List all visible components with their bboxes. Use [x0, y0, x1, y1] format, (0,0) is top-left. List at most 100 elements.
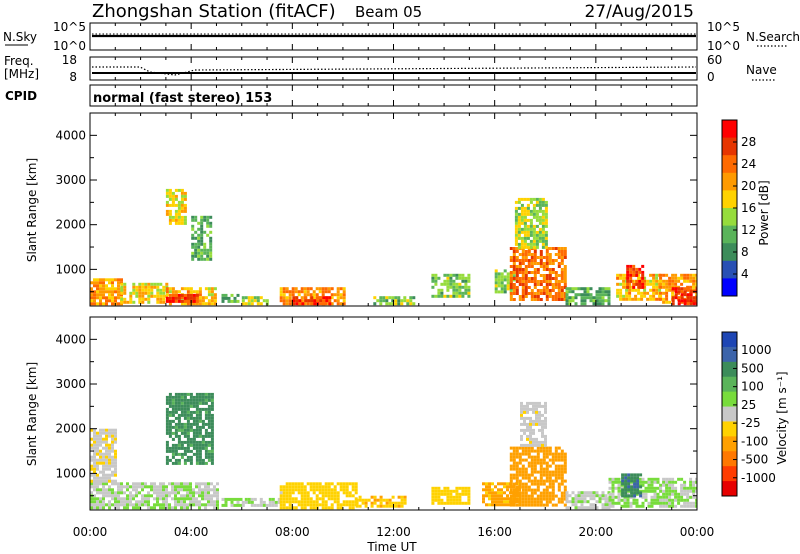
velocity-cell-11	[565, 494, 569, 498]
power-cell-14	[538, 230, 542, 234]
power-cell-15	[595, 302, 599, 306]
velocity-cell-13	[627, 485, 631, 489]
power-cell-18	[677, 276, 681, 280]
velocity-cell-0	[111, 497, 114, 501]
velocity-cell-10	[538, 416, 541, 420]
velocity-cell-13	[636, 479, 640, 483]
velocity-cell-1	[114, 479, 117, 483]
power-cell-5	[191, 215, 195, 219]
velocity-cell-2	[210, 398, 214, 402]
power-cell-5	[200, 254, 204, 258]
power-cell-14	[517, 233, 521, 237]
power-cell-13	[536, 289, 540, 292]
power-cell-14	[541, 221, 545, 225]
velocity-cell-6	[355, 504, 359, 508]
velocity-cell-2	[165, 431, 169, 435]
velocity-cell-13	[633, 476, 637, 480]
velocity-cell-1	[108, 434, 111, 438]
power-colorbar-swatch-1	[722, 137, 737, 156]
velocity-cell-0	[198, 506, 201, 510]
power-cell-13	[539, 259, 543, 262]
power-cell-0	[117, 296, 120, 300]
velocity-cell-1	[93, 428, 96, 432]
power-cell-5	[197, 236, 201, 240]
velocity-cell-11	[604, 506, 608, 510]
velocity-cell-8	[500, 494, 503, 498]
velocity-cell-2	[165, 401, 169, 405]
velocity-cell-11	[574, 497, 578, 501]
power-cell-2	[168, 290, 172, 294]
velocity-cell-0	[171, 482, 174, 486]
power-cell-16	[634, 294, 638, 298]
power-cell-5	[200, 242, 204, 246]
velocity-cell-0	[135, 485, 138, 489]
velocity-cell-9	[542, 452, 546, 456]
velocity-cell-5	[321, 491, 325, 495]
velocity-cell-9	[509, 452, 513, 456]
velocity-cell-9	[533, 464, 537, 468]
velocity-cell-0	[207, 488, 210, 492]
power-cell-4	[168, 191, 172, 195]
power-cell-14	[538, 200, 542, 204]
power-cell-15	[595, 299, 599, 303]
power-cell-11	[443, 282, 447, 286]
velocity-cell-9	[515, 485, 519, 489]
velocity-cell-2	[165, 443, 169, 447]
power-colorbar-tick-label: 16	[741, 201, 756, 215]
power-cell-19	[680, 299, 684, 303]
velocity-cell-2	[168, 401, 172, 405]
power-cell-1	[144, 282, 148, 286]
power-cell-0	[105, 299, 108, 303]
velocity-cell-8	[494, 491, 497, 495]
power-cell-11	[431, 285, 435, 289]
velocity-colorbar-swatch-3	[722, 376, 737, 393]
velocity-cell-5	[348, 506, 352, 510]
power-cell-11	[455, 282, 459, 286]
power-cell-14	[529, 209, 533, 213]
velocity-cell-2	[198, 419, 202, 423]
power-cell-4	[183, 197, 187, 201]
velocity-cell-2	[207, 449, 211, 453]
velocity-cell-6	[367, 498, 371, 502]
velocity-cell-10	[532, 443, 535, 447]
velocity-cell-11	[601, 497, 605, 501]
velocity-cell-9	[545, 446, 549, 450]
velocity-cell-2	[207, 413, 211, 417]
velocity-cell-5	[282, 488, 286, 492]
velocity-cell-13	[633, 482, 637, 486]
velocity-cell-2	[177, 443, 181, 447]
velocity-cell-0	[105, 482, 108, 486]
velocity-cell-2	[171, 410, 175, 414]
velocity-cell-2	[183, 425, 187, 429]
power-cell-18	[662, 279, 666, 283]
power-cell-13	[518, 277, 522, 280]
power-cell-12	[503, 275, 507, 279]
velocity-cell-7	[455, 486, 459, 490]
velocity-ytick-label-3000: 3000	[55, 377, 86, 391]
velocity-cell-5	[288, 485, 292, 489]
power-cell-11	[437, 294, 441, 298]
velocity-cell-0	[96, 500, 99, 504]
velocity-cell-12	[641, 501, 645, 505]
velocity-cell-0	[144, 497, 147, 501]
velocity-colorbar-swatch-10	[722, 481, 737, 497]
power-cell-12	[500, 281, 504, 285]
velocity-cell-9	[521, 503, 525, 507]
velocity-colorbar-label: Velocity [m s⁻¹]	[775, 371, 789, 464]
velocity-cell-6	[397, 495, 401, 499]
velocity-cell-12	[650, 504, 654, 508]
velocity-cell-13	[627, 494, 631, 498]
power-cell-0	[114, 299, 117, 303]
power-cell-10	[409, 302, 413, 306]
velocity-cell-9	[560, 464, 564, 468]
velocity-cell-1	[105, 431, 108, 435]
power-cell-14	[514, 221, 518, 225]
power-cell-13	[560, 298, 564, 301]
velocity-cell-0	[216, 491, 219, 495]
velocity-cell-2	[195, 434, 199, 438]
velocity-cell-10	[532, 437, 535, 441]
power-cell-10	[382, 296, 386, 300]
power-cell-8	[342, 293, 346, 297]
power-colorbar-swatch-3	[722, 172, 737, 191]
power-cell-1	[165, 294, 169, 298]
